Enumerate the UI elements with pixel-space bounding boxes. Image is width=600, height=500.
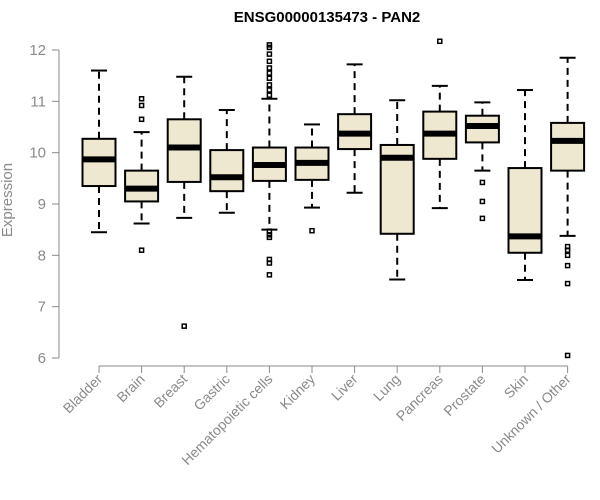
chart-title: ENSG00000135473 - PAN2 <box>234 9 421 26</box>
box-iqr <box>507 167 543 254</box>
outlier-point <box>564 352 571 359</box>
y-axis-label: Expression <box>0 163 16 237</box>
y-tick-label: 8 <box>38 247 46 264</box>
outlier-point <box>266 256 273 263</box>
outlier-point <box>138 116 145 123</box>
x-tick-label: Unknown / Other <box>488 371 574 457</box>
outlier-point <box>479 215 486 222</box>
box-iqr <box>209 149 245 193</box>
outlier-point <box>564 243 571 250</box>
x-tick-label: Gastric <box>190 371 233 414</box>
box-iqr <box>166 118 202 183</box>
outlier-point <box>266 272 273 278</box>
y-tick-label: 9 <box>38 196 46 213</box>
x-tick-label: Lung <box>370 371 403 404</box>
outlier-point <box>266 228 273 234</box>
box-group <box>166 75 202 329</box>
outlier-point <box>564 280 571 287</box>
outlier-point <box>266 70 273 76</box>
y-tick-label: 11 <box>30 93 46 110</box>
box-group <box>209 109 245 214</box>
outlier-point <box>266 65 273 71</box>
outlier-point <box>564 262 571 269</box>
box-group <box>464 101 500 222</box>
outlier-point <box>309 227 315 234</box>
y-tick-label: 6 <box>38 350 46 367</box>
outlier-point <box>266 58 273 65</box>
outlier-point <box>138 102 145 109</box>
y-axis: 6 7 8 9 10 11 12 <box>29 42 60 367</box>
box-group <box>422 38 458 210</box>
outlier-point <box>266 75 273 81</box>
x-tick-label: Brain <box>113 371 147 405</box>
x-tick-label: Skin <box>501 371 532 402</box>
box-group <box>379 99 415 281</box>
outlier-point <box>138 96 145 102</box>
outlier-point <box>479 179 486 186</box>
box-group <box>550 56 586 359</box>
box-group <box>294 123 330 234</box>
outlier-point <box>437 38 443 45</box>
box-iqr <box>81 137 117 188</box>
outlier-point <box>266 87 273 93</box>
y-tick-label: 7 <box>38 299 46 316</box>
box-group <box>251 42 287 278</box>
x-tick-label: Breast <box>150 371 190 411</box>
plot-area <box>81 38 586 359</box>
x-tick-label: Bladder <box>60 371 106 417</box>
box-group <box>337 63 373 194</box>
outlier-point <box>138 247 145 253</box>
box-group <box>124 96 160 253</box>
box-group <box>507 89 543 281</box>
outlier-point <box>266 42 273 48</box>
box-iqr <box>550 121 586 172</box>
x-tick-label: Prostate <box>440 371 488 419</box>
box-iqr <box>464 114 500 144</box>
outlier-point <box>266 82 273 88</box>
outlier-point <box>479 198 486 205</box>
x-tick-label: Pancreas <box>393 371 446 424</box>
x-tick-label: Liver <box>328 371 361 404</box>
outlier-point <box>266 92 273 98</box>
outlier-point <box>266 51 273 57</box>
x-tick-label: Kidney <box>277 371 319 413</box>
y-tick-label: 12 <box>29 42 46 59</box>
box-group <box>81 69 117 234</box>
outlier-point <box>181 323 187 329</box>
outlier-point <box>564 252 571 259</box>
y-tick-label: 10 <box>29 145 46 162</box>
